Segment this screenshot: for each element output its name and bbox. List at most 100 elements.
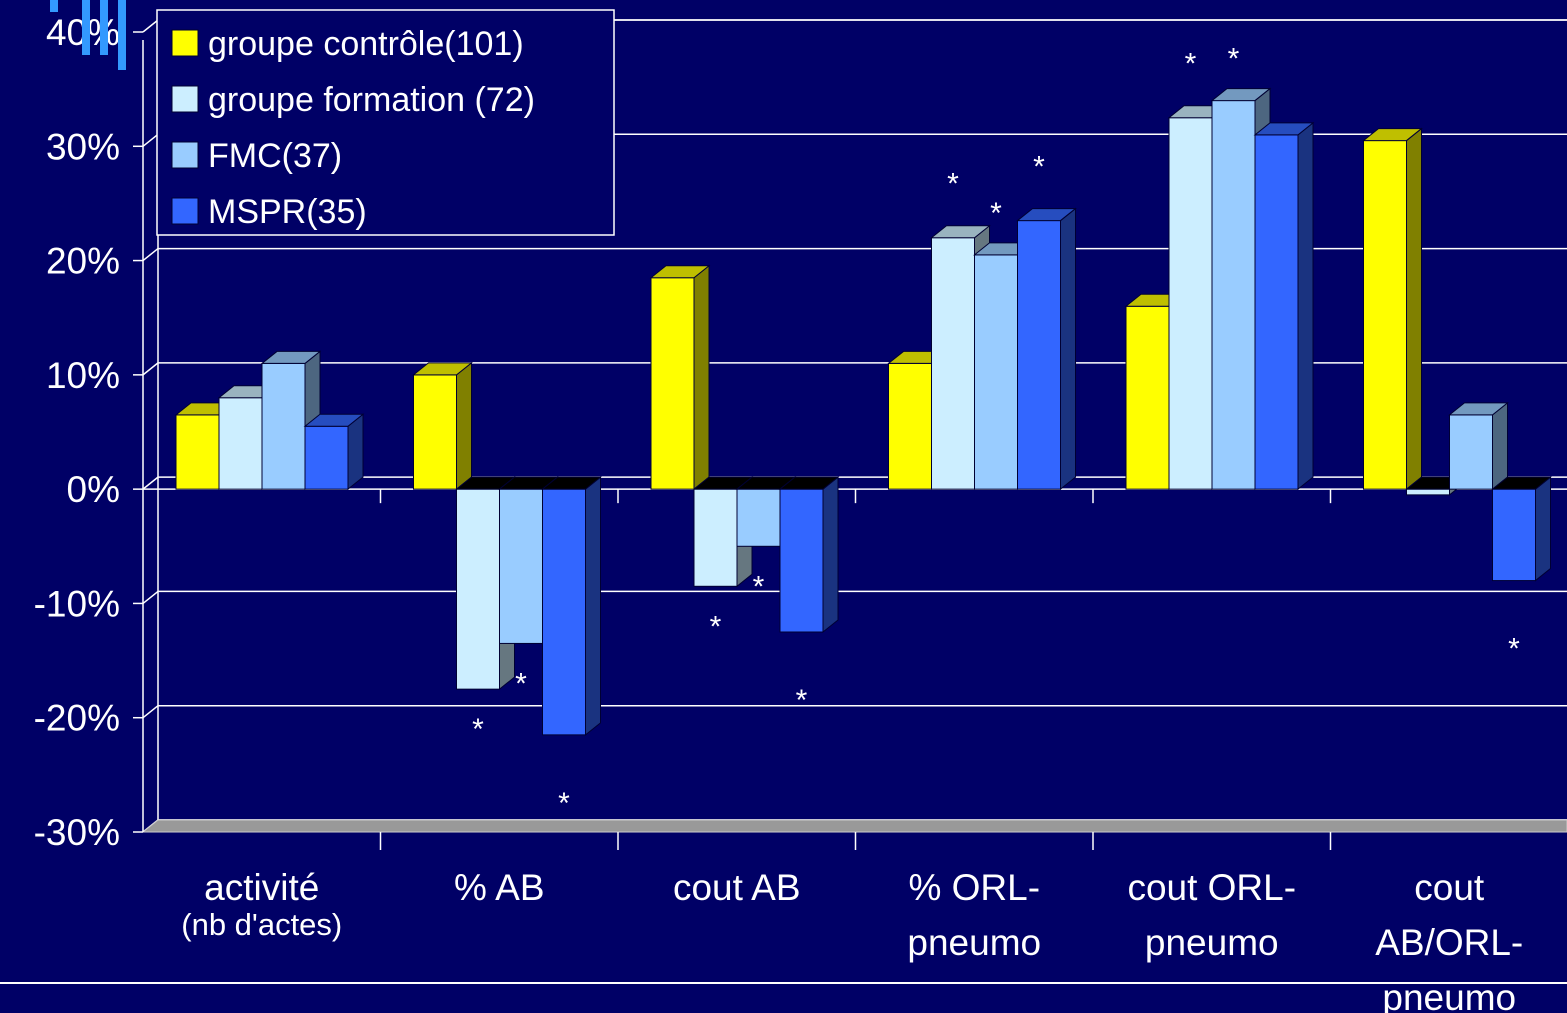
bar-top <box>1253 122 1315 136</box>
bar-top <box>412 362 473 376</box>
bar-top <box>1016 208 1077 222</box>
bar-top <box>541 476 602 490</box>
bar <box>649 264 711 491</box>
bar-front <box>1449 414 1493 490</box>
decor-bar <box>50 0 58 12</box>
legend-swatch <box>171 29 199 57</box>
bar-front <box>304 425 349 490</box>
bar-side <box>1406 127 1422 491</box>
bar-front <box>456 488 500 690</box>
legend-entry: MSPR(35) <box>208 193 367 231</box>
x-category-label: cout ORL- <box>1127 867 1296 908</box>
decor-bar <box>118 0 126 70</box>
bar <box>1016 207 1077 491</box>
bar-top <box>1362 128 1423 142</box>
bar-front <box>888 362 932 490</box>
bar-top <box>1210 88 1272 102</box>
bar-side <box>1060 207 1076 491</box>
bar-front <box>736 488 781 547</box>
significance-star: * <box>1033 151 1045 184</box>
bar-front <box>1254 134 1299 490</box>
bar-front <box>218 397 263 490</box>
x-category-label: pneumo <box>907 922 1041 963</box>
bar-side <box>693 264 710 491</box>
legend: groupe contrôle(101) groupe formation (72… <box>156 9 615 236</box>
bar <box>1491 476 1552 582</box>
gridline-diagonal <box>142 133 159 147</box>
gridline-diagonal <box>142 19 159 33</box>
bar-front <box>175 414 220 490</box>
bar-top <box>1491 476 1552 490</box>
bar-front <box>1406 488 1450 496</box>
bar <box>303 413 365 491</box>
bar-front <box>1125 305 1170 490</box>
x-category-sublabel: (nb d'actes) <box>181 907 342 942</box>
bar-front <box>1211 100 1256 490</box>
bar-front <box>1017 220 1061 490</box>
significance-star: * <box>990 197 1002 230</box>
bar <box>1362 127 1423 491</box>
legend-entry: FMC(37) <box>208 137 342 175</box>
y-tick-label: 30% <box>46 126 120 167</box>
gridline-diagonal <box>142 705 159 719</box>
significance-star: * <box>1508 633 1520 666</box>
x-category-label: AB/ORL- <box>1375 922 1523 963</box>
significance-star: * <box>753 570 765 603</box>
plot-floor <box>141 819 1567 833</box>
bar-top <box>303 413 365 427</box>
bar-side <box>456 361 472 491</box>
y-tick-label: -20% <box>34 698 120 739</box>
bar-front <box>693 488 738 587</box>
bar-front <box>1363 140 1407 490</box>
y-tick-label: 10% <box>46 355 120 396</box>
y-tick-label: 20% <box>46 241 120 282</box>
legend-swatch <box>171 197 199 225</box>
bar-side <box>1535 476 1551 582</box>
bar-front <box>779 488 824 633</box>
legend-entry: groupe formation (72) <box>208 81 535 119</box>
y-tick-label: -30% <box>34 812 120 853</box>
bar-front <box>413 374 457 490</box>
significance-star: * <box>947 168 959 201</box>
bar-front <box>261 362 306 490</box>
x-category-label: % ORL- <box>908 867 1040 908</box>
x-category-label: pneumo <box>1145 922 1279 963</box>
bar-front <box>1168 117 1213 490</box>
significance-star: * <box>1185 48 1197 81</box>
bar-side <box>347 413 364 491</box>
y-tick-label: 0% <box>67 469 120 510</box>
significance-star: * <box>558 787 570 820</box>
bar <box>412 361 473 491</box>
bar-top <box>260 350 322 364</box>
bar-front <box>931 237 975 490</box>
bar <box>1253 121 1315 491</box>
bar-top <box>778 476 840 490</box>
bar-top <box>1448 402 1509 416</box>
bar-side <box>1492 401 1508 491</box>
x-category-label: cout <box>1414 867 1485 908</box>
gridline-diagonal <box>142 476 159 490</box>
bar-top <box>649 265 711 279</box>
significance-star: * <box>472 713 484 746</box>
bar <box>778 476 840 634</box>
gridline-diagonal <box>142 247 159 262</box>
bar-side <box>1297 121 1314 491</box>
significance-star: * <box>710 610 722 643</box>
significance-star: * <box>1228 43 1240 76</box>
decor-bar <box>82 0 90 55</box>
bar-side <box>585 476 601 736</box>
decor-bar <box>100 0 108 55</box>
bar-front <box>974 254 1018 490</box>
bar-front <box>542 488 586 736</box>
bar-front <box>650 277 695 490</box>
x-category-label: cout AB <box>673 867 801 908</box>
bar <box>1448 401 1509 491</box>
legend-entry: groupe contrôle(101) <box>208 25 524 63</box>
legend-swatch <box>171 85 199 113</box>
bar <box>260 350 322 491</box>
bar-front <box>499 488 543 644</box>
bar-top <box>930 225 991 239</box>
legend-box <box>156 9 615 236</box>
gridline-diagonal <box>142 362 159 376</box>
x-category-label: activité <box>204 867 319 908</box>
